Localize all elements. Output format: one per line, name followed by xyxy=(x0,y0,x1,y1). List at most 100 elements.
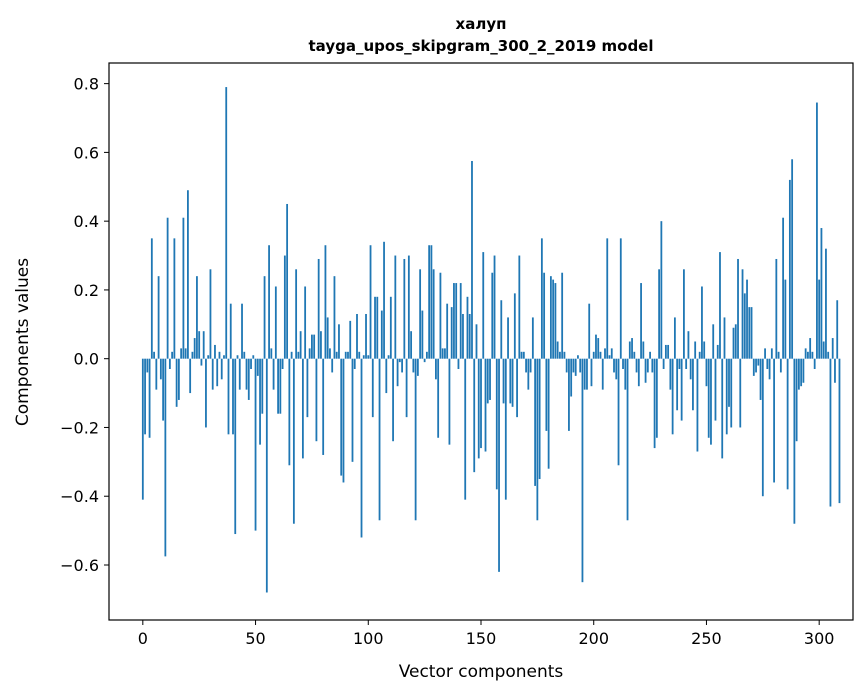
bar xyxy=(793,358,796,524)
bar xyxy=(581,358,584,583)
bar xyxy=(610,348,613,359)
bar xyxy=(141,358,144,500)
bar xyxy=(588,303,591,359)
bar xyxy=(836,300,839,359)
bar xyxy=(155,358,158,390)
bar xyxy=(358,351,361,359)
bar xyxy=(150,238,153,359)
bar xyxy=(362,355,365,359)
bar xyxy=(182,217,185,359)
bar xyxy=(788,179,791,359)
bar xyxy=(279,358,282,414)
bar xyxy=(599,351,602,359)
bar xyxy=(577,355,579,359)
bar xyxy=(563,351,566,359)
bar xyxy=(797,358,800,390)
bar xyxy=(525,358,527,373)
bar xyxy=(615,358,618,380)
bar xyxy=(626,358,629,521)
bar xyxy=(534,358,537,486)
bar xyxy=(407,255,410,359)
bar xyxy=(202,331,205,359)
bar xyxy=(673,317,676,359)
bar xyxy=(592,351,595,359)
bar xyxy=(728,358,730,407)
bar xyxy=(527,358,530,390)
bar xyxy=(439,272,442,359)
bar xyxy=(701,286,703,359)
bar xyxy=(491,272,494,359)
bar xyxy=(500,300,503,359)
bar xyxy=(773,358,775,483)
bar xyxy=(779,358,782,373)
bar xyxy=(547,358,550,469)
bar xyxy=(777,351,780,359)
x-tick-label: 100 xyxy=(353,629,384,648)
bar xyxy=(477,358,480,459)
bar xyxy=(171,351,174,359)
bar xyxy=(802,358,805,383)
bar xyxy=(504,358,507,500)
bar xyxy=(660,221,663,359)
bar xyxy=(374,296,376,359)
bar xyxy=(198,331,201,359)
bar xyxy=(446,303,449,359)
bar xyxy=(822,341,825,359)
bar xyxy=(536,358,539,521)
bar xyxy=(360,358,363,538)
bar xyxy=(414,358,417,521)
bar xyxy=(371,358,374,418)
bar xyxy=(694,341,697,359)
bar xyxy=(552,279,555,359)
bar xyxy=(545,358,548,431)
bar xyxy=(254,358,257,531)
bar xyxy=(180,348,183,359)
bar xyxy=(329,348,331,359)
bar xyxy=(473,358,476,473)
bar xyxy=(268,245,270,359)
bar xyxy=(430,245,433,359)
x-tick-label: 200 xyxy=(578,629,609,648)
bar xyxy=(162,358,165,421)
bar xyxy=(597,338,600,359)
bar xyxy=(466,296,469,359)
x-axis-label: Vector components xyxy=(399,662,564,682)
bar xyxy=(277,358,279,414)
bar xyxy=(338,324,340,359)
bar xyxy=(193,338,196,359)
bar xyxy=(153,351,155,359)
bar xyxy=(818,279,821,359)
bar xyxy=(297,351,300,359)
bar xyxy=(385,358,388,394)
bar xyxy=(831,338,834,359)
bar xyxy=(518,255,521,359)
bar xyxy=(595,334,597,359)
y-tick-label: 0.8 xyxy=(74,75,99,94)
bar xyxy=(671,358,674,435)
bar xyxy=(556,341,559,359)
bar xyxy=(283,255,286,359)
chart-title-line1: халуп xyxy=(456,15,507,33)
bar xyxy=(732,327,735,359)
bar xyxy=(669,358,672,390)
bar xyxy=(658,269,661,359)
bar xyxy=(392,358,394,442)
bar xyxy=(175,358,178,407)
bar xyxy=(631,338,633,359)
bar xyxy=(281,358,284,369)
bar xyxy=(676,358,679,411)
bar xyxy=(529,358,532,373)
bar xyxy=(486,358,489,404)
bar xyxy=(725,358,728,435)
bar xyxy=(782,217,785,359)
bar xyxy=(827,351,830,359)
bar xyxy=(410,331,413,359)
bar xyxy=(655,358,658,438)
bar xyxy=(667,344,670,359)
bar xyxy=(369,245,372,359)
bar xyxy=(664,344,667,359)
bar xyxy=(177,358,180,400)
bar xyxy=(761,358,764,497)
bar xyxy=(292,358,295,524)
